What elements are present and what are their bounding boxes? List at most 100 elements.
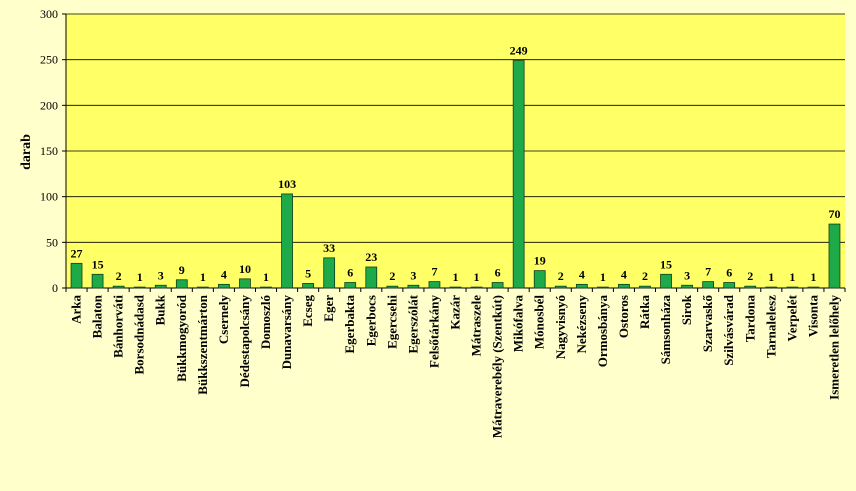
data-label: 3 [684,268,690,282]
y-tick-label: 50 [46,235,58,249]
x-tick-label: Sámsonháza [658,295,673,365]
bars [70,60,841,289]
x-tick-label: Mátraverebély (Szentkút) [490,295,505,438]
data-label: 1 [810,270,816,284]
x-tick-label: Szilvásvárad [721,294,736,366]
x-tick-label: Dunavarsány [279,295,294,370]
bar [765,286,778,289]
bar [491,282,504,289]
x-tick-label: Csernely [216,295,231,345]
bar [828,223,841,289]
x-tick-label: Verpelét [784,294,799,341]
bar [744,285,757,289]
data-label: 10 [239,262,251,276]
bar [344,282,357,289]
data-label: 9 [179,263,185,277]
data-label: 23 [365,250,377,264]
bar [470,286,483,289]
y-tick-label: 100 [40,190,58,204]
x-tick-label: Egerszólát [405,294,420,353]
x-tick-label: Egercsehi [384,295,399,349]
bar [786,286,799,289]
x-axis-ticks: Arka Balaton Bánhorváti Borsodnádasd Bukk Bük… [65,288,846,438]
bar [70,262,83,289]
data-label: 6 [726,266,732,280]
data-label: 2 [747,269,753,283]
y-tick-label: 200 [40,98,58,112]
x-tick-label: Nagyvisnyó [553,295,568,359]
data-label: 1 [200,270,206,284]
bar [154,284,167,289]
x-tick-label: Mikófalva [511,295,526,353]
bar [302,283,314,289]
x-tick-label: Szarvaskő [700,295,715,353]
x-tick-label: Visonta [805,295,820,338]
x-tick-label: Dédestapolcsány [237,295,252,388]
data-label: 7 [705,265,711,279]
data-label: 6 [347,266,353,280]
data-label: 2 [642,269,648,283]
y-tick-label: 300 [40,7,58,21]
data-label: 1 [768,270,774,284]
bar [323,257,336,289]
data-label: 103 [278,177,296,191]
data-label: 1 [453,270,459,284]
data-label: 1 [474,270,480,284]
gridlines [66,13,845,243]
y-tick-label: 150 [40,144,58,158]
x-tick-label: Ecseg [300,295,315,327]
bar [196,286,209,289]
bar [218,283,230,289]
bar [702,281,715,289]
bar [365,266,378,289]
x-tick-label: Ismeretlen lelőhely [826,295,841,400]
data-label: 2 [389,269,395,283]
bar [386,285,399,289]
bar [428,281,441,289]
x-tick-label: Tardona [742,295,757,343]
x-tick-label: Egerbocs [363,295,378,346]
data-label: 249 [510,44,528,58]
data-label: 5 [305,266,311,280]
y-axis-title: darab [19,134,34,170]
bar [281,193,293,289]
bar [512,60,525,289]
y-tick-label: 0 [52,281,58,295]
x-tick-label: Rátka [637,295,652,329]
x-tick-label: Nekézseny [574,295,589,354]
x-tick-label: Bánhorváti [111,295,126,358]
data-label: 15 [92,257,104,271]
y-axis-ticks: 0 50 100 150 200 250 300 [40,7,66,295]
data-label: 4 [579,267,585,281]
x-tick-label: Arka [69,295,84,324]
x-tick-label: Bükkmogyoród [174,294,189,381]
data-label: 1 [263,270,269,284]
bar [660,273,672,289]
bar [239,278,251,289]
x-tick-label: Kazár [448,295,463,330]
bar [260,286,272,289]
x-tick-label: Mátraszele [469,295,484,357]
bar [554,285,567,289]
data-label: 4 [621,267,627,281]
x-tick-label: Egerbakta [342,295,357,354]
y-tick-label: 250 [40,53,58,67]
bar [807,286,820,289]
x-tick-label: Bukk [153,294,168,325]
data-label: 4 [221,267,227,281]
data-label: 27 [71,246,83,260]
bar [575,283,588,289]
x-tick-label: Borsodnádasd [132,294,147,374]
data-label: 6 [495,266,501,280]
x-tick-label: Domoszló [258,295,273,349]
bar [175,279,188,289]
bar [618,283,630,289]
data-label: 1 [789,270,795,284]
bar [681,284,693,289]
x-tick-label: Ostoros [616,295,631,338]
data-label: 1 [137,270,143,284]
bar [91,273,104,289]
x-tick-label: Mónosbél [532,295,547,350]
